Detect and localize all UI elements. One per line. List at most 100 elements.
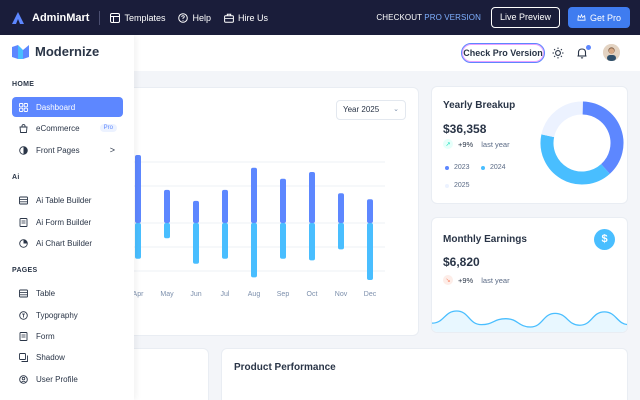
help-icon [178, 12, 189, 23]
legend-item-2024: 2024 [481, 164, 506, 171]
bar-expense [164, 223, 170, 239]
table-icon [19, 196, 28, 204]
chevron-right-icon: > [109, 145, 115, 155]
sidebar-item-label: Table [36, 288, 56, 298]
donut-slice-2025 [541, 101, 583, 138]
monthly-earnings-chart [432, 310, 627, 332]
typography-icon [19, 310, 28, 320]
x-tick-label: Sep [276, 291, 290, 298]
bar-earnings [135, 155, 141, 223]
shopping-bag-icon [19, 123, 28, 133]
sidebar-item-label: Form [36, 331, 55, 341]
user-icon [19, 374, 28, 384]
sidebar-item-form[interactable]: Form [12, 326, 123, 346]
yearly-breakup-title: Yearly Breakup [443, 100, 516, 111]
sidebar-section-home: HOME [12, 81, 35, 88]
adminmart-logo[interactable]: AdminMart [10, 10, 89, 26]
modernize-logo[interactable]: Modernize [12, 44, 99, 59]
trend-up-icon: ↗ [443, 139, 453, 149]
sidebar-item-label: Ai Table Builder [36, 195, 92, 205]
sidebar-item-typography[interactable]: Typography [12, 305, 123, 325]
yearly-breakup-donut [540, 101, 624, 185]
checkout-accent: PRO VERSION [424, 13, 481, 22]
adminmart-logo-icon [12, 11, 24, 24]
x-tick-label: Oct [306, 291, 318, 298]
form-icon [19, 331, 28, 341]
live-preview-button[interactable]: Live Preview [490, 7, 560, 28]
x-tick-label: Aug [247, 291, 261, 298]
help-link[interactable]: Help [178, 13, 211, 23]
trend-percent: +9% [458, 139, 474, 149]
trend-label: last year [481, 139, 510, 149]
sidebar-item-ai-chart-builder[interactable]: Ai Chart Builder [12, 233, 123, 253]
x-tick-label: Nov [334, 291, 348, 298]
shadow-icon [19, 352, 28, 362]
check-pro-version-button[interactable]: Check Pro Version [461, 43, 545, 63]
promo-bar: AdminMart Templates Help Hire Us CHECKOU… [0, 0, 640, 35]
bar-earnings [309, 172, 315, 223]
briefcase-icon [224, 13, 234, 23]
sidebar-section-ai: Ai [12, 174, 20, 181]
monthly-earnings-trend: ↘ +9% last year [443, 275, 510, 285]
monthly-earnings-value: $6,820 [443, 255, 480, 269]
sidebar-item-label: Shadow [36, 352, 65, 362]
sidebar-item-table[interactable]: Table [12, 283, 123, 303]
sales-overview-card [100, 87, 419, 336]
sidebar-item-label: Ai Form Builder [36, 217, 92, 227]
pro-badge: Pro [99, 124, 117, 132]
monthly-earnings-title: Monthly Earnings [443, 234, 527, 245]
yearly-breakup-value: $36,358 [443, 122, 487, 136]
legend-dot [445, 165, 449, 170]
earnings-area [432, 311, 627, 332]
modernize-brand-name: Modernize [35, 44, 100, 59]
legend-dot [481, 165, 485, 170]
chevron-down-icon: ⌄ [393, 106, 399, 113]
checkout-pro-link[interactable]: CHECKOUT PRO VERSION [376, 13, 481, 22]
bar-expense [280, 223, 286, 259]
legend-item-2023: 2023 [445, 164, 470, 171]
year-select[interactable]: Year 2025 ⌄ [336, 100, 406, 120]
templates-label: Templates [124, 12, 166, 23]
get-pro-label: Get Pro [589, 12, 621, 23]
modernize-logo-icon [12, 44, 29, 59]
x-tick-label: Jun [190, 291, 202, 298]
get-pro-button[interactable]: Get Pro [567, 7, 630, 28]
theme-toggle-icon[interactable] [552, 47, 564, 59]
product-performance-card [221, 348, 628, 400]
divider [99, 10, 101, 25]
sidebar-item-ai-table-builder[interactable]: Ai Table Builder [12, 190, 123, 210]
bar-earnings [367, 199, 373, 223]
sidebar-item-front-pages[interactable]: Front Pages > [12, 140, 123, 160]
form-icon [19, 217, 28, 227]
donut-slice-2023 [582, 101, 624, 174]
sidebar-item-ai-form-builder[interactable]: Ai Form Builder [12, 212, 123, 232]
bell-icon[interactable] [576, 47, 588, 59]
trend-percent: +9% [458, 275, 474, 285]
adminmart-brand-name: AdminMart [32, 11, 90, 24]
earnings-line [432, 310, 627, 328]
bar-earnings [193, 200, 199, 223]
donut-slice-2024 [540, 134, 610, 185]
sidebar-item-dashboard[interactable]: Dashboard [12, 97, 123, 117]
templates-icon [110, 12, 121, 23]
sidebar-item-shadow[interactable]: Shadow [12, 347, 123, 367]
sidebar-item-user-profile[interactable]: User Profile [12, 369, 123, 389]
bar-earnings [338, 193, 344, 223]
dollar-icon[interactable]: $ [594, 229, 615, 250]
sidebar-item-ecommerce[interactable]: eCommerce Pro [12, 118, 123, 138]
notification-dot [586, 45, 591, 50]
sidebar-item-label: User Profile [36, 374, 78, 384]
bar-expense [309, 223, 315, 261]
bar-expense [193, 223, 199, 264]
templates-link[interactable]: Templates [110, 12, 166, 23]
avatar[interactable] [603, 44, 620, 61]
sidebar-item-label: Typography [36, 310, 78, 320]
dashboard-icon [19, 102, 28, 112]
bar-earnings [251, 167, 257, 223]
yearly-breakup-trend: ↗ +9% last year [443, 139, 510, 149]
sidebar-item-label: eCommerce [36, 123, 80, 133]
trend-label: last year [481, 275, 510, 285]
legend-label: 2025 [454, 182, 470, 189]
hire-us-link[interactable]: Hire Us [224, 13, 268, 23]
avatar-image [603, 44, 620, 61]
